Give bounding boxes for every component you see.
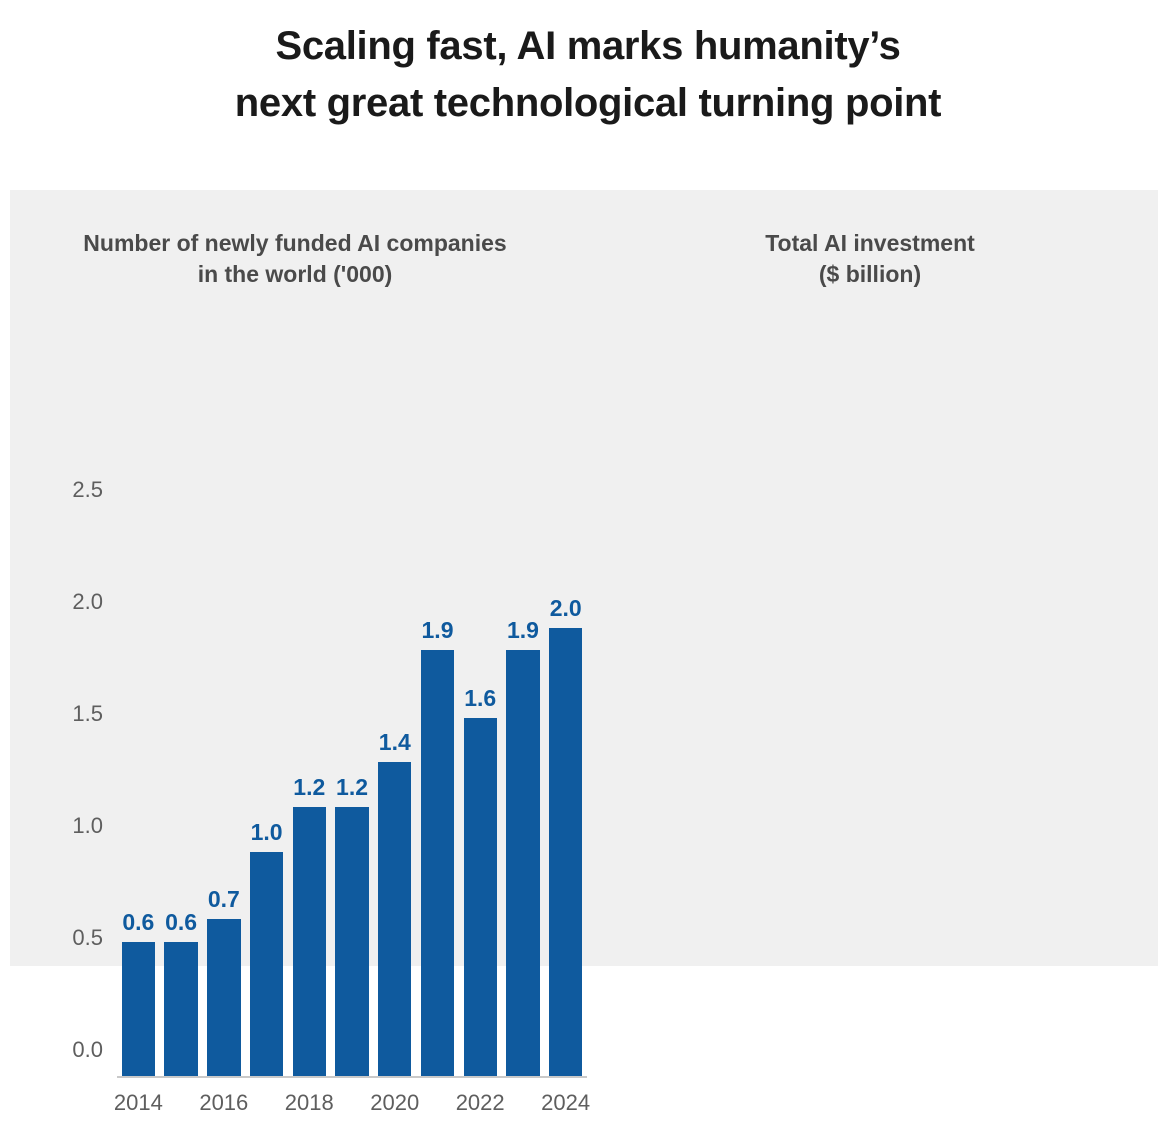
- bar-slot: 0.6: [160, 516, 203, 1076]
- bar[interactable]: [378, 762, 412, 1076]
- bar[interactable]: [549, 628, 583, 1076]
- chart-title-right-line-2: ($ billion): [818, 261, 922, 288]
- x-tick-label-left: 2016: [199, 1090, 249, 1115]
- x-axis-labels-left: 2014 2016 2018 2020 2022 2024: [113, 1076, 591, 1122]
- bar-slot: 0.7: [202, 516, 245, 1076]
- bar-value-label: 1.9: [506, 617, 539, 644]
- headline-line-1: Scaling fast, AI marks humanity’s: [275, 24, 901, 68]
- bar-value-label: 1.4: [378, 729, 411, 756]
- bar-slot: 0.6: [117, 516, 160, 1076]
- bar[interactable]: [506, 650, 540, 1076]
- bar-slot: 1.2: [331, 516, 374, 1076]
- chart-title-left: Number of newly funded AI companies in t…: [0, 228, 590, 290]
- bar[interactable]: [292, 807, 326, 1076]
- bar-value-label: 0.6: [165, 908, 198, 935]
- x-tick-label-left: 2022: [455, 1090, 505, 1115]
- bar[interactable]: [335, 807, 369, 1076]
- bar-value-label: 0.6: [122, 908, 155, 935]
- bar-slot: 1.6: [459, 516, 502, 1076]
- bar-slot: 1.2: [288, 516, 331, 1076]
- bar-slot: 1.4: [373, 516, 416, 1076]
- bar-group-left: 0.6 0.6 0.7 1.0 1.2 1.2 1.4 1.9 1.6 1.9 2.0: [117, 516, 587, 1076]
- y-tick-label-left: 0.5: [72, 925, 103, 950]
- bar-value-label: 1.6: [464, 684, 497, 711]
- x-tick-label-left: 2014: [113, 1090, 163, 1115]
- bar-value-label: 0.7: [207, 886, 240, 913]
- bar-slot: 2.0: [544, 516, 587, 1076]
- x-tick-label-left: 2024: [541, 1090, 591, 1115]
- bar[interactable]: [420, 650, 455, 1076]
- y-tick-label-left: 1.5: [72, 701, 103, 726]
- bar[interactable]: [121, 941, 156, 1076]
- bar-slot: 1.9: [416, 516, 459, 1076]
- headline-line-2: next great technological turning point: [234, 80, 942, 125]
- bar-value-label: 2.0: [549, 595, 582, 621]
- chart-title-left-line-2: in the world ('000): [197, 261, 393, 288]
- bar[interactable]: [164, 941, 198, 1076]
- y-tick-label-left: 2.5: [72, 477, 103, 502]
- x-tick-label-left: 2018: [284, 1090, 334, 1115]
- bar-value-label: 1.9: [421, 617, 454, 644]
- bar[interactable]: [207, 919, 241, 1076]
- bar-slot: 1.0: [245, 516, 288, 1076]
- x-tick-label-left: 2020: [370, 1090, 420, 1115]
- bar-value-label: 1.0: [250, 819, 283, 845]
- y-tick-label-left: 0.0: [72, 1037, 103, 1062]
- bar-value-label: 1.2: [336, 774, 369, 801]
- chart-title-right-line-1: Total AI investment: [765, 230, 975, 256]
- bar[interactable]: [463, 717, 497, 1076]
- y-tick-label-left: 2.0: [72, 589, 103, 614]
- chart-total-ai-investment: Total AI investment ($ billion) 04080120…: [600, 190, 1158, 966]
- page-headline: Scaling fast, AI marks humanity’s next g…: [0, 18, 1176, 132]
- chart-title-left-line-1: Number of newly funded AI companies: [83, 230, 507, 256]
- y-tick-label-left: 1.0: [72, 813, 103, 838]
- bar-slot: 1.9: [502, 516, 545, 1076]
- charts-panel: Number of newly funded AI companies in t…: [10, 190, 1158, 1115]
- plot-area-left: 0.0 0.5 1.0 1.5 2.0 2.5 0.6 0.6 0.7 1.0 1.2 1.2 1.4 1…: [72, 477, 590, 1115]
- chart-title-right: Total AI investment ($ billion): [600, 228, 1140, 290]
- bar[interactable]: [249, 852, 284, 1076]
- chart-newly-funded-ai-companies: Number of newly funded AI companies in t…: [10, 190, 600, 1115]
- bar-value-label: 1.2: [293, 774, 326, 801]
